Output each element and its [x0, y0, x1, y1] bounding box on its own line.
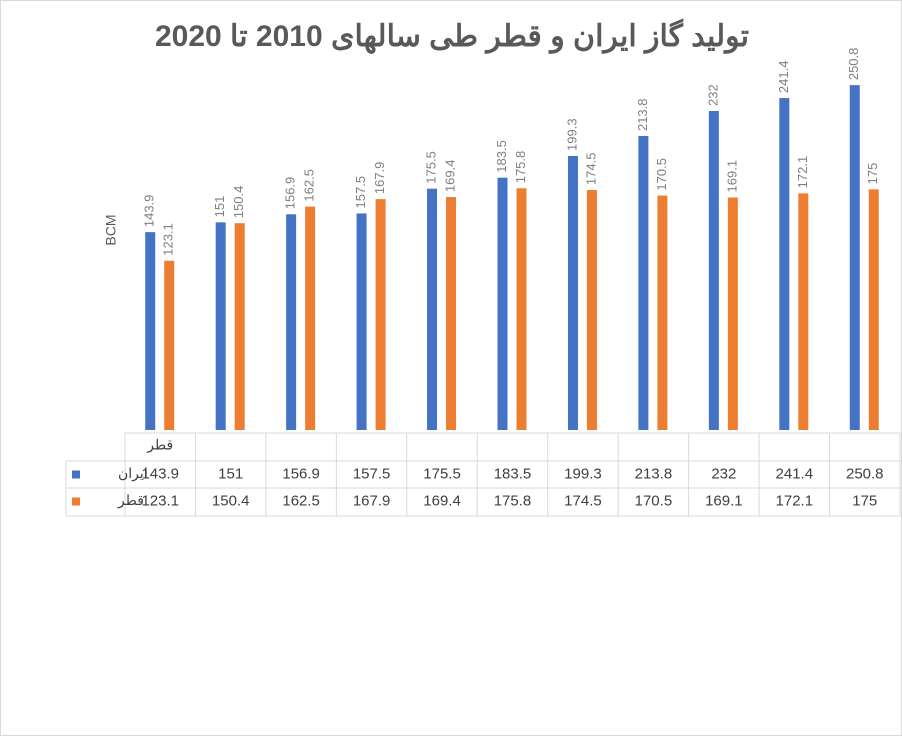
legend-label: قطر: [117, 492, 144, 509]
bar: [516, 188, 527, 430]
bar: [446, 197, 457, 430]
table-cell: 172.1: [776, 492, 814, 509]
data-label: 232: [705, 84, 720, 106]
data-label: 241.4: [776, 61, 791, 94]
table-cell: 151: [218, 465, 243, 482]
table-cell: 170.5: [635, 492, 673, 509]
legend-label: ایران: [118, 465, 148, 482]
table-cell: 150.4: [212, 492, 250, 509]
table-cell: 241.4: [776, 465, 814, 482]
bar: [798, 193, 809, 430]
data-label: 170.5: [654, 158, 669, 191]
data-label: 183.5: [494, 140, 509, 173]
chart-title: تولید گاز ایران و قطر طی سالهای 2010 تا …: [155, 18, 749, 54]
data-label: 143.9: [142, 195, 157, 228]
data-label: 172.1: [795, 156, 810, 189]
bar: [586, 190, 597, 430]
table-cell: 175.5: [423, 465, 461, 482]
legend-swatch: [72, 497, 80, 506]
bar: [708, 111, 719, 430]
bar: [305, 206, 316, 430]
data-label: 123.1: [161, 223, 176, 256]
data-label: 157.5: [353, 176, 368, 209]
data-label: 169.1: [724, 160, 739, 193]
table-cell: 232: [711, 465, 736, 482]
bar: [779, 98, 790, 430]
table-cell: 143.9: [141, 465, 179, 482]
table-cell: 156.9: [282, 465, 320, 482]
data-label: 174.5: [583, 153, 598, 186]
table-cell: 174.5: [564, 492, 602, 509]
data-label: 213.8: [635, 98, 650, 131]
bar: [286, 214, 297, 430]
bar: [164, 260, 175, 430]
table-cell: 250.8: [846, 465, 884, 482]
table-cell: 199.3: [564, 465, 602, 482]
bar: [215, 222, 226, 430]
table-cell: 167.9: [353, 492, 391, 509]
data-label: 250.8: [846, 48, 861, 81]
bar: [727, 197, 738, 430]
bar: [657, 195, 668, 430]
legend-swatch: [72, 470, 80, 479]
table-cell: 157.5: [353, 465, 391, 482]
table-cell: 175.8: [494, 492, 532, 509]
category-label: قطر: [146, 437, 173, 454]
data-label: 169.4: [442, 160, 457, 193]
bar: [638, 136, 649, 430]
bar: [145, 232, 156, 430]
data-label: 151: [212, 196, 227, 218]
data-label: 175.8: [513, 151, 528, 184]
table-cell: 213.8: [635, 465, 673, 482]
data-label: 175.5: [423, 151, 438, 184]
data-label: 199.3: [564, 118, 579, 151]
data-label: 175: [865, 163, 880, 185]
bar: [427, 188, 438, 430]
bar: [356, 213, 367, 430]
data-label: 162.5: [302, 169, 317, 202]
table-cell: 162.5: [282, 492, 320, 509]
bar: [375, 199, 386, 430]
bar: [868, 189, 879, 430]
table-cell: 183.5: [494, 465, 532, 482]
bar: [234, 223, 245, 430]
data-label: 156.9: [283, 177, 298, 210]
bar: [497, 177, 508, 430]
table-cell: 175: [852, 492, 877, 509]
bar: [849, 85, 860, 431]
bar: [567, 155, 578, 430]
table-cell: 169.4: [423, 492, 461, 509]
table-cell: 169.1: [705, 492, 743, 509]
y-axis-label: BCM: [103, 214, 119, 245]
table-cell: 123.1: [141, 492, 179, 509]
data-label: 167.9: [372, 162, 387, 195]
data-label: 150.4: [231, 186, 246, 219]
